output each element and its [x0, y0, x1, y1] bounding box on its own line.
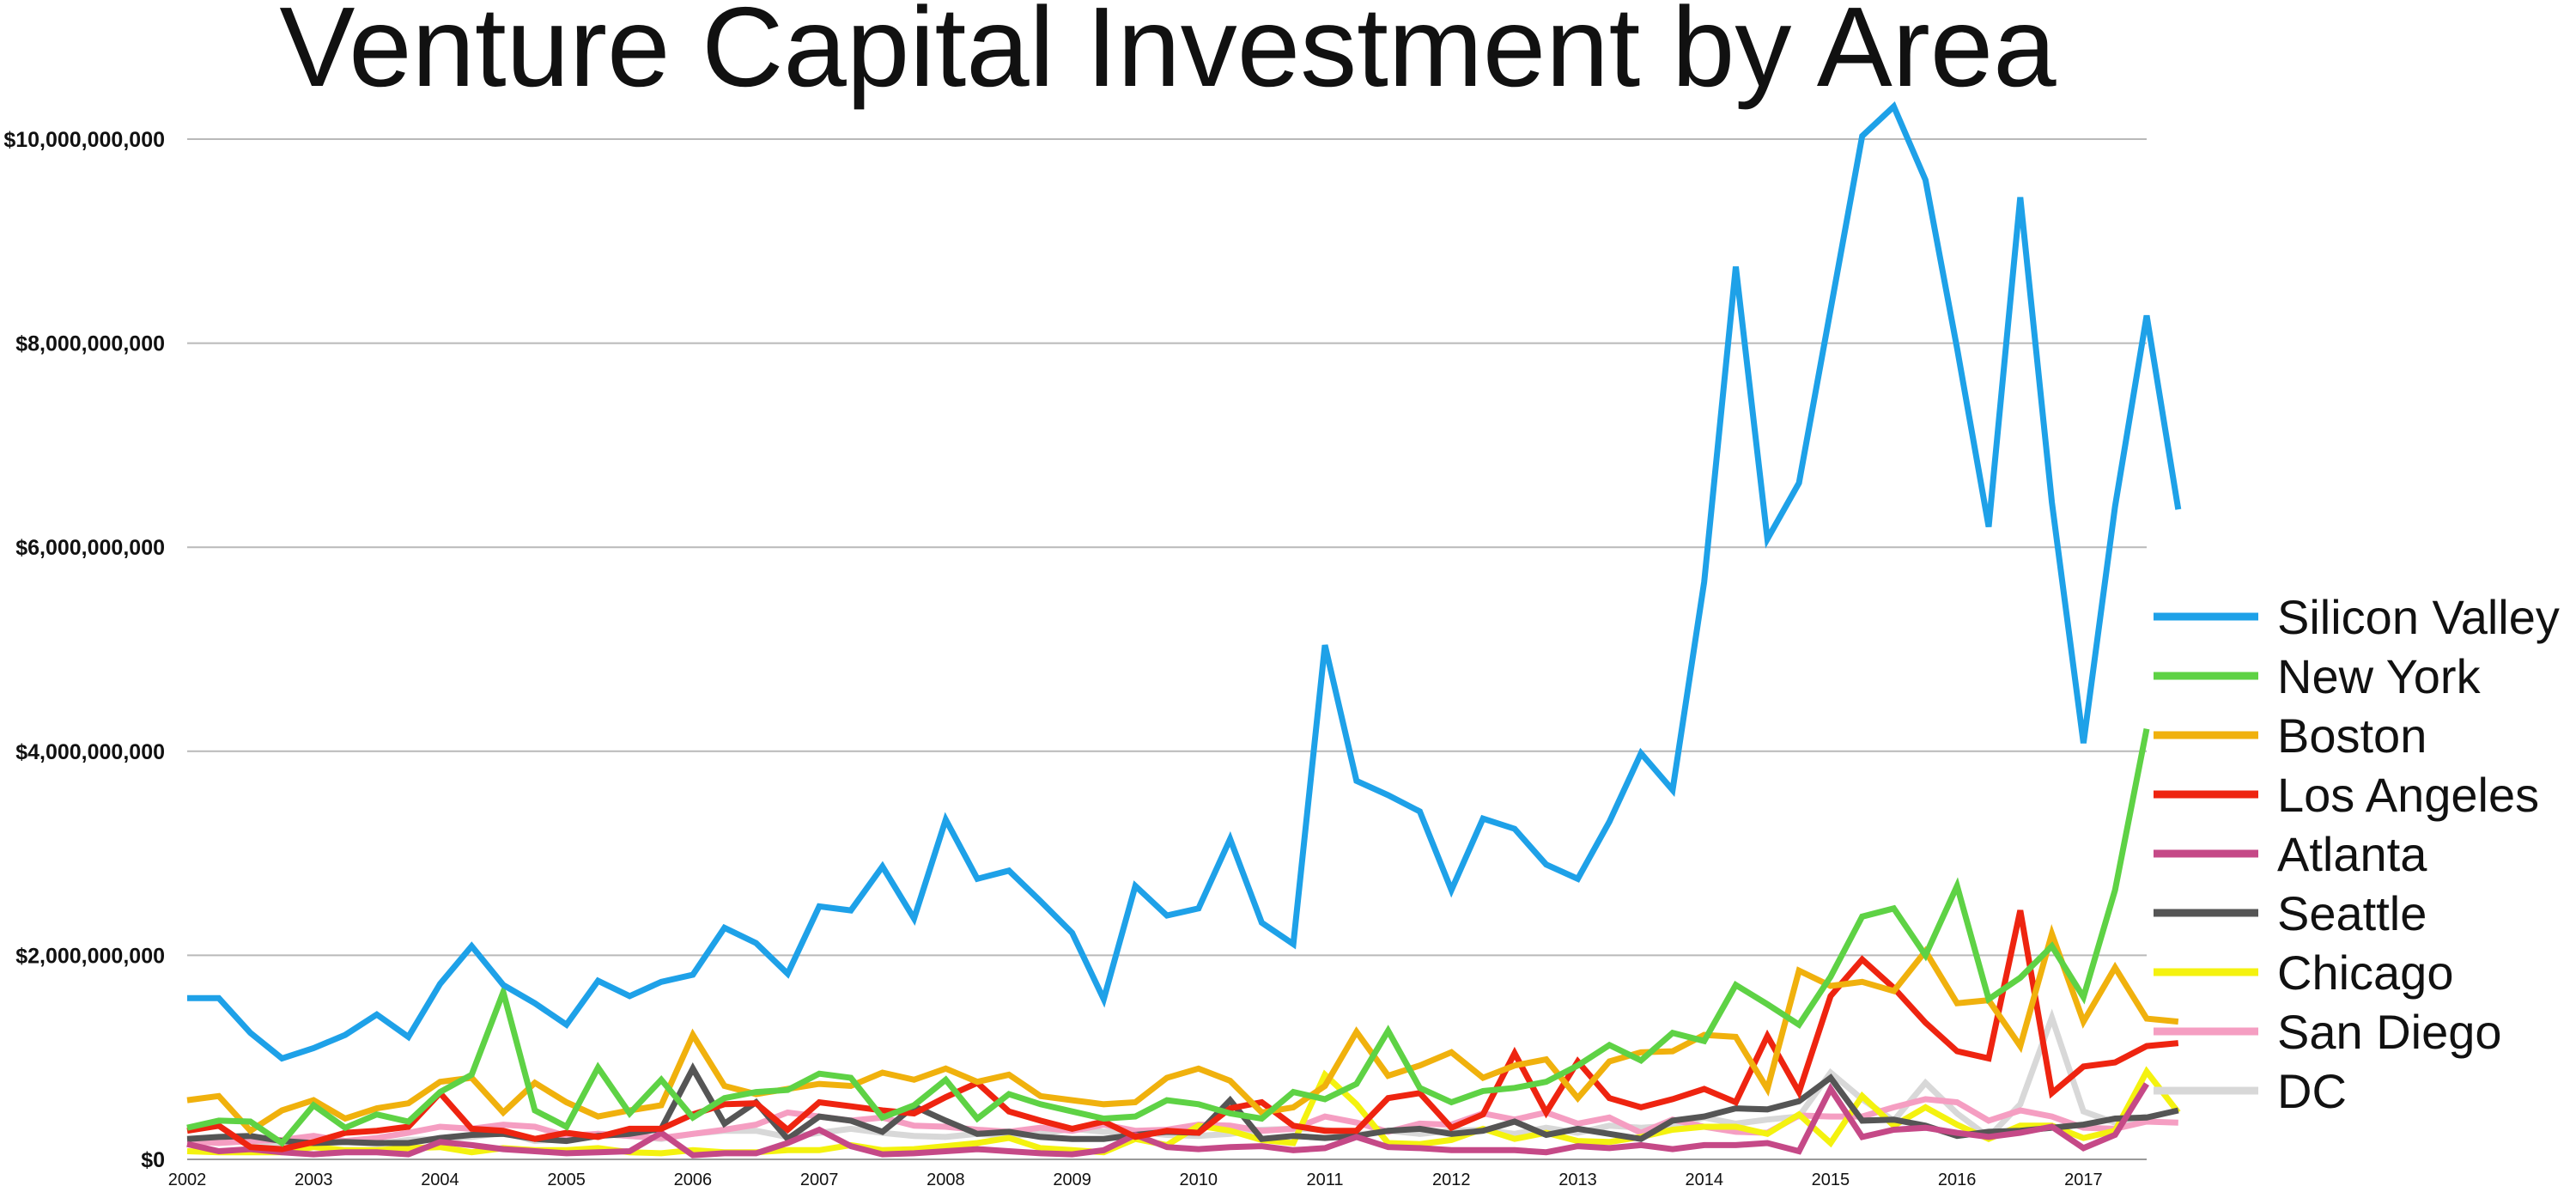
x-tick-label: 2006 — [674, 1171, 713, 1189]
legend-label-atlanta: Atlanta — [2277, 827, 2427, 881]
legend-label-los-angeles: Los Angeles — [2277, 768, 2539, 822]
y-tick-label: $8,000,000,000 — [15, 332, 165, 356]
x-tick-label: 2007 — [800, 1171, 839, 1189]
chart-title: Venture Capital Investment by Area — [279, 0, 2057, 110]
legend-label-chicago: Chicago — [2277, 946, 2453, 1000]
y-tick-label: $0 — [141, 1148, 165, 1172]
x-tick-label: 2010 — [1180, 1171, 1218, 1189]
y-tick-label: $4,000,000,000 — [15, 740, 165, 764]
x-tick-label: 2013 — [1558, 1171, 1597, 1189]
gridlines — [187, 138, 2147, 1160]
x-tick-label: 2004 — [421, 1171, 459, 1189]
legend-label-san-diego: San Diego — [2277, 1005, 2502, 1059]
y-axis-tick-labels: $0 $2,000,000,000 $4,000,000,000 $6,000,000… — [3, 128, 165, 1172]
x-tick-label: 2011 — [1307, 1171, 1344, 1189]
legend-label-new-york: New York — [2277, 649, 2482, 703]
y-tick-label: $2,000,000,000 — [15, 944, 165, 968]
legend-label-silicon-valley: Silicon Valley — [2277, 590, 2560, 644]
series-line-silicon-valley — [187, 101, 2182, 1062]
series-lines — [186, 101, 2182, 1159]
x-tick-label: 2014 — [1685, 1171, 1723, 1189]
x-tick-label: 2005 — [547, 1171, 586, 1189]
x-tick-label: 2016 — [1938, 1171, 1977, 1189]
y-tick-label: $6,000,000,000 — [15, 536, 165, 560]
legend-label-boston: Boston — [2277, 709, 2427, 763]
series-line-atlanta — [186, 1082, 2149, 1159]
series-line-new-york — [186, 728, 2150, 1147]
y-tick-label: $10,000,000,000 — [3, 128, 165, 152]
x-axis-tick-labels: 2002 2003 2004 2005 2006 2007 2008 2009 2010 2011… — [168, 1171, 2103, 1189]
legend-label-dc: DC — [2277, 1064, 2347, 1118]
series-line-boston — [186, 924, 2179, 1135]
legend-label-seattle: Seattle — [2277, 886, 2427, 940]
x-tick-label: 2002 — [168, 1171, 207, 1189]
series-line-chicago — [186, 1066, 2181, 1157]
series-line-los-angeles — [186, 909, 2179, 1152]
x-tick-label: 2015 — [1812, 1171, 1850, 1189]
x-tick-label: 2003 — [295, 1171, 333, 1189]
x-tick-label: 2008 — [927, 1171, 965, 1189]
x-tick-label: 2012 — [1432, 1171, 1471, 1189]
x-tick-label: 2017 — [2064, 1171, 2103, 1189]
x-tick-label: 2009 — [1053, 1171, 1091, 1189]
